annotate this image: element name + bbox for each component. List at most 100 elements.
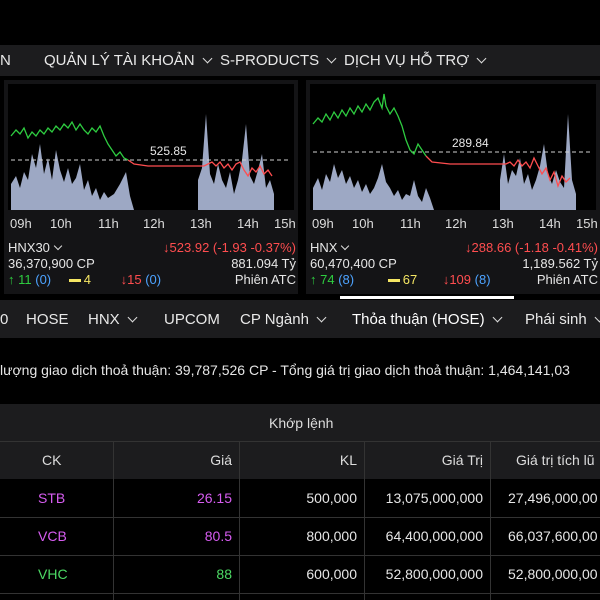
cell-tich-luy: 27,496,000,00 [508,490,598,506]
chevron-down-icon [202,53,213,64]
market-tabs: 0 HOSE HNX UPCOM CP Ngành Thỏa thuận (HO… [0,300,600,338]
index-name[interactable]: HNX [310,240,350,255]
tab-hnx[interactable]: HNX [88,311,138,328]
decliners-count: ↓15 [120,272,142,287]
tick-label: 15h [274,216,296,231]
index-trade-value: 1,189.562 Tỷ [522,256,598,271]
index-line-up [10,120,129,161]
nav-item-account[interactable]: QUẢN LÝ TÀI KHOẢN [44,52,213,69]
breadth: ↑ 11 (0) 4 ↓15 (0) [8,272,161,287]
index-panel-hnx30[interactable]: 525.85 09h 10h 11h 12h 13h 14h 15h HNX30… [4,80,298,294]
table-row[interactable]: STB 26.15 500,000 13,075,000,000 27,496,… [0,480,600,517]
chart-svg: 289.84 [312,93,593,210]
col-header-gia[interactable]: Giá [210,452,232,468]
tick-label: 13h [492,216,514,231]
row-divider [0,517,600,518]
cell-tich-luy: 66,037,600,00 [508,528,598,544]
unchanged-icon [387,279,400,283]
unchanged-count: 67 [402,272,418,287]
tick-label: 12h [445,216,467,231]
put-through-summary: lượng giao dịch thoả thuận: 39,787,526 C… [0,362,570,378]
column-divider [239,442,240,600]
cell-gia-tri: 52,800,000,000 [385,566,483,582]
tab-thoa-thuan-hose[interactable]: Thỏa thuận (HOSE) [352,311,503,328]
reference-value: 525.85 [150,144,187,158]
cell-kl: 500,000 [306,490,357,506]
tick-label: 10h [352,216,374,231]
cell-gia: 80.5 [204,528,232,544]
col-header-kl[interactable]: KL [339,452,357,468]
column-divider [364,442,365,600]
unchanged-group: 4 [68,272,91,287]
floor-count: (8) [474,272,491,287]
table-row[interactable]: VHC 88 600,000 52,800,000,000 52,800,000… [0,556,600,593]
chevron-down-icon [476,53,487,64]
volume-area [11,114,274,210]
cell-gia-tri: 13,075,000,000 [385,490,483,506]
session-status: Phiên ATC [234,272,296,287]
tab-upcom[interactable]: UPCOM [164,311,220,328]
session-status: Phiên ATC [536,272,598,287]
breadth: ↑ 74 (8) 67 ↓109 (8) [310,272,491,287]
tick-label: 14h [237,216,259,231]
tab-partial[interactable]: 0 [0,311,9,328]
active-tab-indicator [340,296,514,299]
index-volume: 36,370,900 CP [8,256,95,271]
advancers-count: ↑ 11 [8,272,32,287]
chevron-down-icon [594,312,600,323]
column-divider [113,442,114,600]
nav-item-partial[interactable]: N [0,52,11,69]
index-name[interactable]: HNX30 [8,240,63,255]
tick-label: 15h [576,216,598,231]
advancers-count: ↑ 74 [310,272,335,287]
tick-label: 11h [400,216,421,231]
index-volume: 60,470,400 CP [310,256,397,271]
intraday-chart: 525.85 [8,84,294,210]
chevron-down-icon [316,312,327,323]
tick-label: 13h [190,216,212,231]
index-line-down [127,159,273,178]
reference-value: 289.84 [452,136,489,150]
tick-label: 10h [50,216,72,231]
chart-svg: 525.85 [10,114,291,210]
col-header-gia-tri[interactable]: Giá Trị [441,452,483,468]
index-panel-hnx[interactable]: 289.84 09h 10h 11h 12h 13h 14h 15h HNX ↓… [306,80,600,294]
cell-kl: 800,000 [306,528,357,544]
tick-label: 14h [539,216,561,231]
volume-area [313,114,576,210]
table-row[interactable]: VCB 80.5 800,000 64,400,000,000 66,037,6… [0,518,600,555]
cell-gia: 88 [216,566,232,582]
index-line-up [312,93,427,157]
nav-item-support[interactable]: DỊCH VỤ HỖ TRỢ [344,52,487,69]
chevron-down-icon [341,241,350,251]
tab-hose[interactable]: HOSE [26,311,69,328]
decliners-count: ↓109 [442,272,472,287]
chevron-down-icon [127,312,138,323]
ceiling-count: (8) [338,272,355,287]
index-trade-value: 881.094 Tỷ [231,256,296,271]
index-line-down [425,155,571,189]
nav-item-s-products[interactable]: S-PRODUCTS [220,52,337,69]
column-divider [490,442,491,600]
col-header-tich-luy[interactable]: Giá trị tích lũ [516,452,595,468]
cell-gia: 26.15 [196,490,232,506]
col-header-ck[interactable]: CK [42,452,62,468]
chevron-down-icon [53,241,63,251]
cell-ck: STB [38,490,66,506]
cell-ck: VHC [38,566,68,582]
tab-cp-nganh[interactable]: CP Ngành [240,311,327,328]
row-divider [0,593,600,594]
top-header [0,0,600,43]
table-group-header: Khớp lệnh [0,404,600,442]
table-column-headers: CK Giá KL Giá Trị Giá trị tích lũ [0,442,600,479]
index-value: ↓288.66 (-1.18 -0.41%) [465,240,598,255]
unchanged-icon [68,279,81,283]
main-nav: N QUẢN LÝ TÀI KHOẢN S-PRODUCTS DỊCH VỤ H… [0,45,600,76]
unchanged-count: 4 [83,272,91,287]
tab-phai-sinh[interactable]: Phái sinh [525,311,600,328]
cell-ck: VCB [38,528,67,544]
index-value: ↓523.92 (-1.93 -0.37%) [163,240,296,255]
intraday-chart: 289.84 [310,84,596,210]
time-axis: 09h 10h 11h 12h 13h 14h 15h [306,216,600,232]
unchanged-group: 67 [387,272,418,287]
